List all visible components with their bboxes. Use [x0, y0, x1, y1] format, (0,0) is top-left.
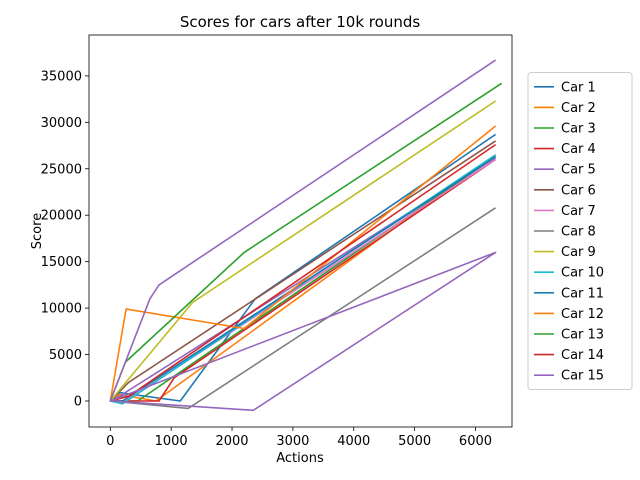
legend-label-car-8: Car 8 [561, 225, 596, 240]
x-axis-label: Actions [276, 451, 324, 466]
legend-label-car-11: Car 11 [561, 286, 604, 301]
legend-label-car-9: Car 9 [561, 245, 596, 260]
y-axis-label: Score [30, 213, 45, 249]
y-tick-label: 10000 [41, 302, 82, 317]
legend-label-car-2: Car 2 [561, 101, 596, 116]
legend-label-car-4: Car 4 [561, 142, 596, 157]
series-line-car-14 [110, 143, 497, 402]
series-line-car-6 [109, 140, 497, 402]
y-tick-label: 5000 [49, 348, 82, 363]
y-tick-label: 35000 [41, 69, 82, 84]
legend-label-car-10: Car 10 [561, 266, 604, 281]
series-line-car-9 [109, 100, 497, 402]
series-line-car-12 [109, 125, 497, 402]
plot-area [109, 59, 503, 412]
y-tick-label: 30000 [41, 116, 82, 131]
y-tick-label: 15000 [41, 255, 82, 270]
series-line-car-15 [109, 59, 497, 412]
legend-label-car-1: Car 1 [561, 80, 596, 95]
legend-label-car-5: Car 5 [561, 163, 596, 178]
x-tick-label: 5000 [398, 434, 431, 449]
y-tick-label: 25000 [41, 162, 82, 177]
chart-title: Scores for cars after 10k rounds [180, 13, 421, 31]
legend-label-car-13: Car 13 [561, 328, 604, 343]
legend-label-car-7: Car 7 [561, 204, 596, 219]
y-axis: 0 5000 10000 15000 20000 25000 30000 35000 [41, 69, 89, 409]
x-tick-label: 3000 [276, 434, 309, 449]
legend: Car 1 Car 2 Car 3 Car 4 Car 5 Car 6 Car 7 Car 8… [527, 72, 633, 390]
x-tick-label: 4000 [337, 434, 370, 449]
plot-frame [88, 34, 513, 428]
x-tick-label: 0 [106, 434, 114, 449]
legend-label-car-15: Car 15 [561, 369, 604, 384]
legend-label-car-3: Car 3 [561, 122, 596, 137]
x-tick-label: 1000 [155, 434, 188, 449]
x-tick-label: 6000 [459, 434, 492, 449]
x-axis: 0 1000 2000 3000 4000 5000 6000 [106, 427, 492, 449]
legend-box [527, 72, 633, 390]
y-tick-label: 20000 [41, 209, 82, 224]
y-tick-label: 0 [74, 394, 82, 409]
legend-label-car-14: Car 14 [561, 348, 604, 363]
legend-label-car-6: Car 6 [561, 183, 596, 198]
legend-label-car-12: Car 12 [561, 307, 604, 322]
series-line-car-4 [110, 158, 497, 402]
x-tick-label: 2000 [215, 434, 248, 449]
